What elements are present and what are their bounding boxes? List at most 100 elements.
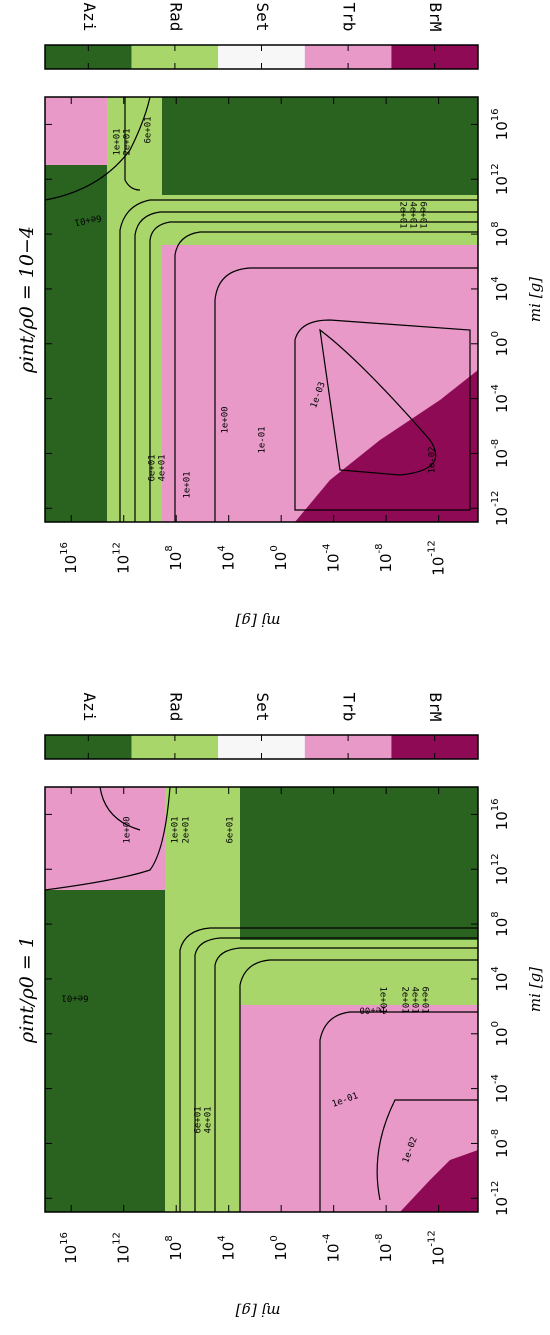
x-tick-label: 1016: [490, 109, 511, 141]
y-tick-label: 108: [164, 1235, 185, 1260]
contour: [119, 199, 478, 522]
contour-label: 1e+00: [123, 816, 133, 843]
x-tick-label: 10-8: [490, 439, 511, 468]
contour-label: 2e+01: [400, 986, 410, 1013]
contour-label: 4e+01: [204, 1106, 214, 1133]
colorbar-frame: [44, 44, 479, 70]
x-axis-label: mi [g]: [526, 277, 544, 322]
x-tick-label: 10-8: [490, 1129, 511, 1158]
colorbar-label: Trb: [340, 693, 359, 722]
contour: [294, 319, 471, 511]
x-tick-label: 1012: [490, 163, 511, 195]
contour-label: 2e+01: [398, 201, 408, 228]
plot-frame: [44, 786, 479, 1213]
x-tick-label: 104: [490, 966, 511, 991]
y-tick-label: 10-8: [374, 1233, 395, 1262]
y-tick-label: 10-12: [427, 540, 448, 575]
regime-map-bottom: [44, 786, 478, 1212]
region-azi: [240, 787, 478, 940]
region-azi: [45, 165, 107, 522]
contour: [179, 927, 478, 1212]
contour-label: 1e+01: [171, 816, 181, 843]
region-brm: [400, 1150, 478, 1212]
colorbar-label: Azi: [80, 693, 99, 722]
contour-label: 6e+01: [194, 1106, 204, 1133]
x-tick-label: 10-4: [490, 1074, 511, 1103]
contour: [124, 97, 141, 191]
colorbar-label: Rad: [166, 3, 185, 32]
contour: [239, 959, 478, 1212]
regime-map-top: [44, 96, 478, 522]
region-azi: [45, 890, 165, 1212]
colorbar-label: Set: [253, 3, 272, 32]
contour: [214, 267, 478, 522]
contour: [194, 937, 478, 1212]
contour-label: 6e+01: [61, 993, 88, 1003]
x-tick-label: 100: [490, 1021, 511, 1046]
contour-label: 1e+00: [359, 1005, 386, 1015]
contour: [134, 211, 478, 522]
contour-label: 1e+01: [183, 471, 193, 498]
contour-label: 6e+01: [144, 116, 154, 143]
x-tick-label: 1012: [490, 853, 511, 885]
colorbar-label: Set: [253, 693, 272, 722]
x-tick-label: 108: [490, 911, 511, 936]
region-rad: [240, 940, 478, 1005]
contour: [214, 947, 478, 1212]
x-tick-label: 1016: [490, 799, 511, 831]
y-tick-label: 108: [164, 545, 185, 570]
colorbar-label: BrM: [426, 693, 445, 722]
contour: [44, 96, 151, 201]
x-tick-label: 104: [490, 276, 511, 301]
x-axis-label: mi [g]: [526, 967, 544, 1012]
contour: [319, 1011, 478, 1212]
y-tick-label: 104: [217, 545, 238, 570]
contour: [44, 786, 171, 891]
contour: [149, 221, 478, 522]
x-tick-label: 10-12: [490, 491, 510, 526]
x-tick-label: 10-12: [490, 1181, 511, 1216]
contour-label: 6e+01: [418, 201, 428, 228]
y-tick-label: 1012: [112, 1232, 132, 1264]
y-tick-label: 100: [269, 545, 290, 570]
contour-label: 4e+01: [158, 454, 168, 481]
colorbar-frame: [44, 734, 479, 760]
contour: [174, 231, 478, 522]
colorbar-label: Trb: [340, 3, 359, 32]
y-tick-label: 104: [217, 1235, 238, 1260]
contour-label: 6e+01: [420, 986, 430, 1013]
contour-label: 6e+01: [226, 816, 236, 843]
contour-label: 1e-02: [428, 446, 438, 473]
panel-title: ρint/ρ0 = 1: [16, 936, 38, 1044]
colorbar-label: Azi: [80, 3, 99, 32]
y-tick-label: 10-8: [374, 543, 395, 572]
y-axis-label: mj [g]: [235, 612, 280, 630]
region-brm: [295, 370, 478, 522]
contour: [99, 786, 141, 831]
region-azi: [162, 97, 478, 195]
y-tick-label: 10-12: [427, 1230, 448, 1265]
panel-title: ρint/ρ0 = 10−4: [16, 226, 38, 374]
contour-label: 6e+01: [148, 454, 158, 481]
contour: [376, 1099, 478, 1201]
y-tick-label: 100: [269, 1235, 290, 1260]
contour-label: 1e+00: [221, 406, 231, 433]
contour-label: 2e+01: [123, 128, 133, 155]
x-tick-label: 10-4: [490, 384, 511, 413]
contour: [319, 328, 437, 476]
contour-label: 1e+01: [113, 128, 123, 155]
contour-label: 4e+01: [408, 201, 418, 228]
y-tick-label: 10-4: [322, 1233, 343, 1262]
contour-label: 1e-01: [258, 426, 268, 453]
region-rad: [162, 195, 478, 245]
y-axis-label: mj [g]: [235, 1302, 280, 1320]
region-rad: [165, 787, 240, 1212]
contour-label: 4e+01: [410, 986, 420, 1013]
contour-label: 1e+01: [378, 986, 388, 1013]
colorbar-label: Rad: [166, 693, 185, 722]
plot-frame: [44, 96, 479, 523]
contour-label: 6e+01: [74, 212, 102, 227]
y-tick-label: 1016: [59, 542, 80, 574]
y-tick-label: 1012: [112, 542, 132, 574]
